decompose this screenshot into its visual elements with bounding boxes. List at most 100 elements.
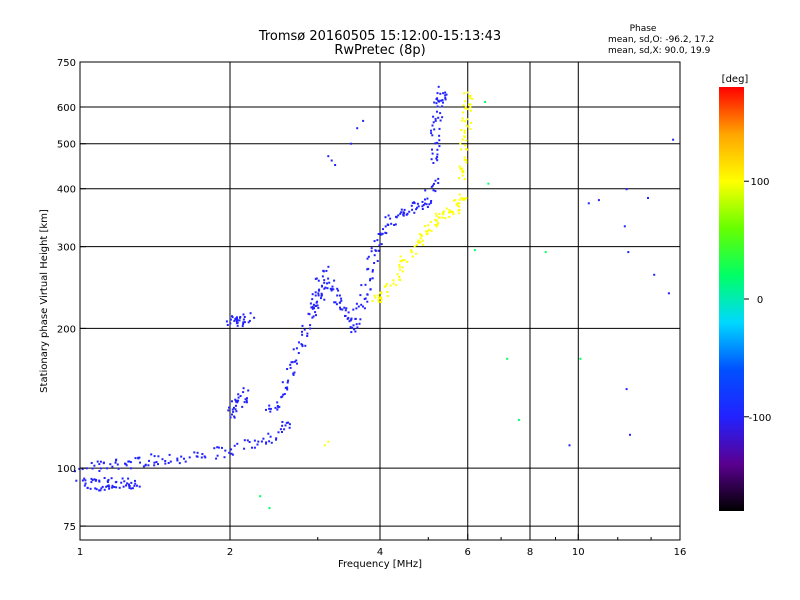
data-point (301, 330, 303, 333)
data-point (459, 167, 462, 170)
data-point (358, 322, 361, 325)
data-point (444, 98, 447, 101)
data-point (360, 303, 363, 306)
data-point (410, 249, 413, 252)
data-point (236, 324, 239, 327)
data-point (231, 413, 233, 416)
data-point (285, 421, 288, 424)
data-point (340, 297, 343, 300)
data-point (320, 297, 322, 300)
data-point (441, 216, 444, 219)
data-point (113, 486, 116, 488)
data-point (331, 285, 334, 288)
data-point (157, 463, 159, 466)
data-point (339, 306, 341, 309)
data-point (430, 158, 433, 161)
data-point (307, 312, 310, 315)
data-point (225, 320, 228, 323)
data-point (357, 305, 360, 308)
data-point (243, 439, 246, 442)
data-point (448, 211, 450, 214)
data-point (438, 134, 441, 137)
data-point (114, 481, 117, 484)
data-point (243, 316, 246, 318)
data-point (470, 109, 472, 112)
data-point (463, 156, 466, 159)
data-point (413, 245, 416, 248)
data-point (445, 207, 448, 210)
data-point (247, 321, 250, 324)
data-point (243, 401, 246, 404)
data-point (458, 212, 461, 215)
data-point (378, 244, 381, 247)
data-point (230, 448, 233, 451)
data-point (109, 463, 112, 466)
data-point (417, 205, 420, 208)
data-point (430, 129, 432, 132)
data-point (86, 487, 89, 489)
data-point (178, 462, 181, 465)
data-point (366, 268, 369, 271)
x-tick-label: 4 (377, 547, 383, 558)
data-point (387, 224, 390, 226)
data-point (229, 322, 232, 325)
data-point (245, 401, 248, 404)
data-point (167, 462, 170, 464)
data-point (242, 387, 245, 390)
data-point (328, 281, 331, 284)
data-point (230, 452, 233, 455)
data-point (344, 315, 346, 317)
data-point (395, 215, 397, 218)
data-point (286, 381, 289, 384)
data-point (311, 305, 314, 308)
data-point (415, 208, 418, 211)
data-point (400, 208, 403, 211)
data-point (425, 233, 428, 236)
data-point (334, 301, 337, 304)
y-tick-label: 600 (57, 103, 76, 114)
data-point (226, 324, 229, 326)
data-point (253, 316, 256, 319)
data-point (291, 361, 294, 364)
data-point (144, 464, 147, 467)
data-point (287, 421, 290, 424)
data-point (469, 103, 472, 106)
data-point (466, 91, 469, 94)
data-point (438, 145, 441, 148)
x-axis-label: Frequency [MHz] (338, 559, 422, 570)
data-point (425, 203, 428, 206)
data-point (369, 279, 371, 282)
data-point (101, 485, 104, 488)
data-point (431, 152, 434, 155)
data-point (629, 433, 631, 436)
data-point (469, 128, 472, 130)
data-point (285, 386, 288, 389)
data-point (242, 318, 245, 321)
data-point (463, 131, 466, 134)
data-point (223, 456, 226, 459)
data-point (296, 362, 298, 365)
data-point (464, 159, 467, 162)
data-point (627, 251, 630, 254)
data-point (98, 470, 101, 472)
data-point (380, 301, 382, 303)
data-point (257, 440, 260, 443)
data-point (236, 442, 239, 445)
data-point (352, 308, 355, 311)
data-point (384, 225, 387, 228)
data-points (74, 85, 675, 510)
data-point (432, 162, 435, 164)
grid-lines (80, 62, 680, 540)
data-point (324, 286, 327, 289)
data-point (441, 116, 444, 119)
data-point (238, 319, 241, 322)
data-point (465, 124, 468, 127)
data-point (265, 441, 268, 444)
data-point (458, 202, 461, 205)
data-point (452, 211, 454, 214)
data-point (460, 129, 463, 132)
chart-title: Tromsø 20160505 15:12:00-15:13:43 (258, 29, 501, 44)
data-point (287, 379, 290, 382)
data-point (161, 458, 164, 461)
data-point (653, 273, 656, 276)
